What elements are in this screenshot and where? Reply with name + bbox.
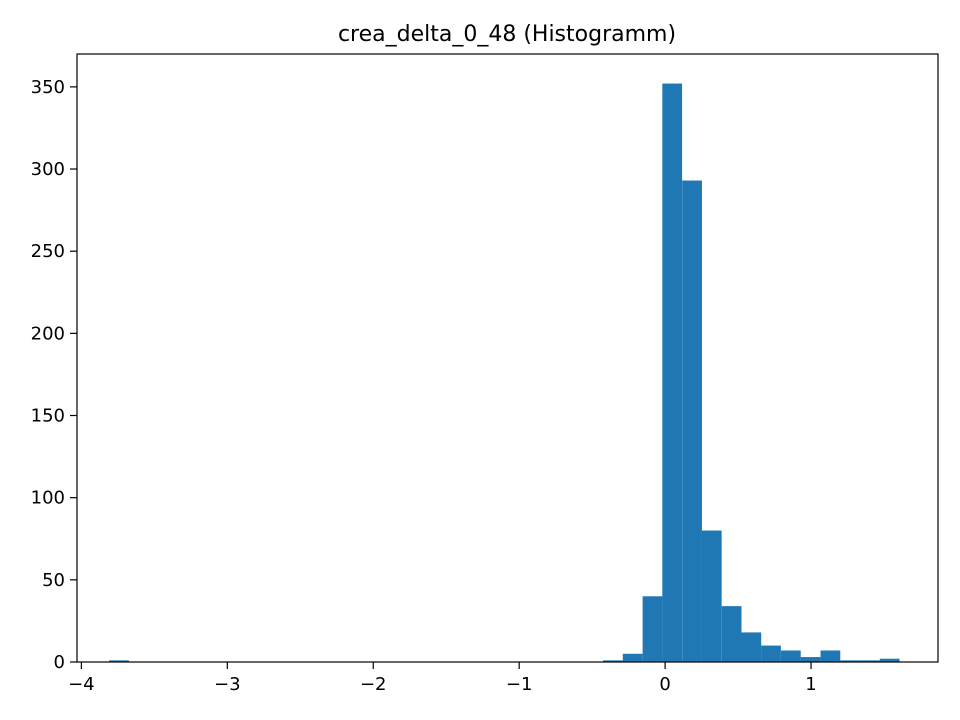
bars-group [109, 83, 900, 663]
histogram-bar-11 [800, 657, 821, 662]
histogram-bar-3 [642, 596, 663, 662]
x-tick-label: 0 [659, 674, 670, 695]
y-tick-label: 0 [54, 652, 65, 673]
chart-title: crea_delta_0_48 (Histogramm) [338, 22, 676, 47]
histogram-bar-10 [780, 650, 801, 662]
y-tick-label: 200 [31, 323, 65, 344]
histogram-bar-9 [761, 645, 781, 662]
histogram-bar-15 [879, 658, 900, 662]
histogram-bar-12 [820, 650, 841, 662]
histogram-bar-4 [662, 83, 683, 663]
y-tick-label: 350 [31, 77, 65, 98]
x-axis: −4 −3 −2 −1 0 1 [68, 662, 817, 695]
y-axis: 0 50 100 150 200 250 300 350 [31, 77, 77, 673]
histogram-bar-5 [682, 180, 702, 662]
x-tick-label: 1 [805, 674, 816, 695]
histogram-bar-2 [622, 653, 643, 662]
y-tick-label: 50 [42, 570, 65, 591]
x-tick-label: −2 [360, 674, 387, 695]
histogram-bar-14 [860, 660, 880, 662]
y-tick-label: 150 [31, 406, 65, 427]
y-tick-label: 100 [31, 488, 65, 509]
x-tick-label: −3 [214, 674, 241, 695]
histogram-bar-0 [109, 660, 129, 662]
x-tick-label: −1 [506, 674, 533, 695]
y-tick-label: 250 [31, 241, 65, 262]
histogram-bar-7 [721, 606, 742, 662]
histogram-bar-6 [701, 530, 722, 662]
x-tick-label: −4 [68, 674, 95, 695]
y-tick-label: 300 [31, 159, 65, 180]
histogram-bar-8 [741, 632, 762, 662]
plot-frame [76, 53, 939, 663]
histogram-bar-1 [603, 660, 623, 662]
histogram-bar-13 [840, 660, 860, 662]
